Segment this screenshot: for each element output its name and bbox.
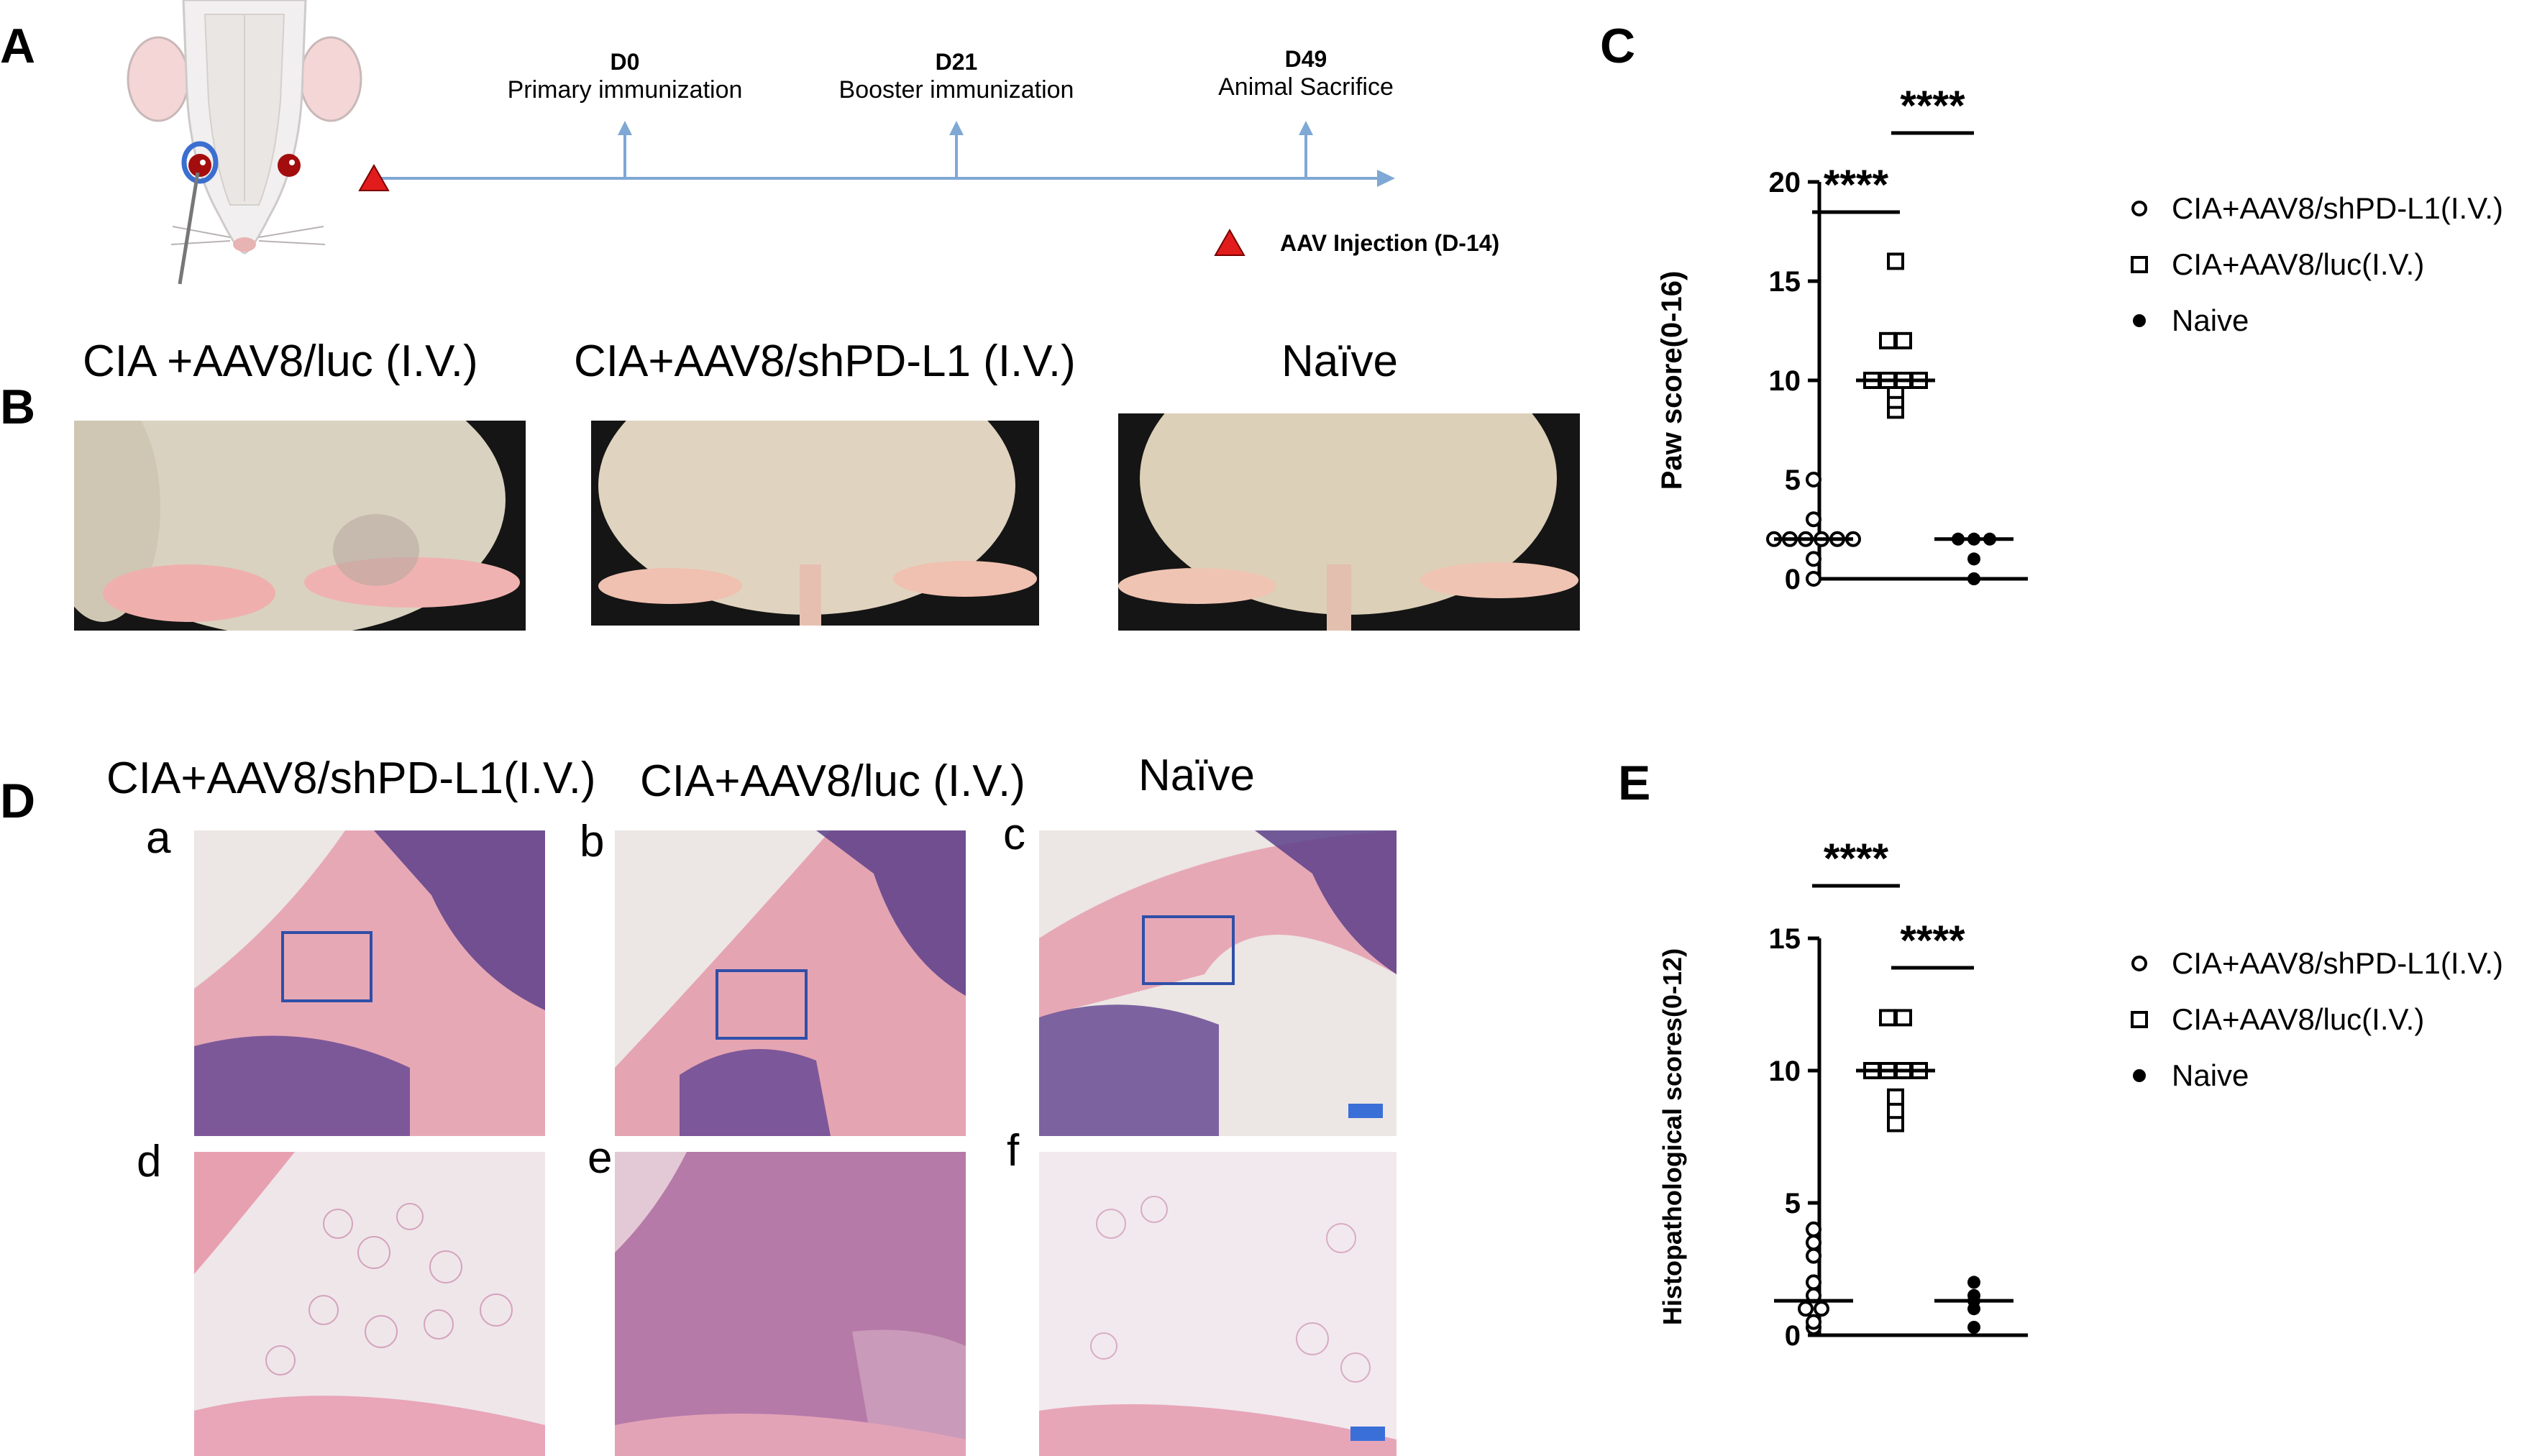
paw-photo-cia-luc (74, 421, 526, 631)
panel-label-a: A (0, 19, 36, 73)
aav-injection-legend-label: AAV Injection (D-14) (1280, 230, 1500, 256)
histology-title-1: CIA+AAV8/shPD-L1(I.V.) (106, 754, 596, 803)
paw-photo-naive (1118, 413, 1580, 631)
paw-photo-title-2: CIA+AAV8/shPD-L1 (I.V.) (574, 336, 1076, 386)
histology-sublabel-a: a (146, 813, 171, 863)
timeline (345, 29, 1568, 273)
data-point (1806, 1247, 1821, 1264)
legend-label: CIA+AAV8/shPD-L1(I.V.) (2172, 946, 2503, 980)
event-label-d0: Primary immunization (507, 76, 743, 104)
data-point (1895, 1009, 1912, 1027)
legend-label: CIA+AAV8/luc(I.V.) (2172, 247, 2424, 281)
paw-photo-title-3: Naïve (1281, 336, 1398, 386)
histology-sublabel-d: d (137, 1137, 162, 1186)
data-point (1806, 1221, 1821, 1237)
histology-image-f (1039, 1152, 1397, 1456)
data-point (1806, 571, 1821, 587)
aav-injection-marker (358, 163, 390, 191)
paw-photo-title-1: CIA +AAV8/luc (I.V.) (83, 336, 478, 386)
panel-label-c: C (1600, 19, 1636, 73)
data-point (1806, 1274, 1821, 1291)
data-point (1806, 472, 1821, 487)
paw-photo-cia-shpdl1 (591, 421, 1039, 626)
data-point (1967, 552, 1980, 566)
data-point (1814, 1301, 1829, 1317)
y-axis-label: Histopathological scores(0-12) (1658, 948, 1687, 1325)
histology-title-3: Naïve (1138, 751, 1255, 800)
scale-bar (1348, 1104, 1383, 1118)
histology-image-d (194, 1152, 545, 1456)
histology-image-c (1039, 830, 1397, 1136)
scale-bar (1350, 1427, 1385, 1441)
y-tick-label: 5 (1785, 1188, 1801, 1219)
event-day-d0: D0 (610, 49, 640, 75)
event-arrow-d21 (949, 121, 964, 178)
data-point (1967, 1320, 1980, 1334)
y-tick-label: 0 (1785, 564, 1801, 595)
histology-image-e (615, 1152, 966, 1456)
histology-image-b (615, 830, 966, 1136)
data-point (1887, 1088, 1904, 1106)
event-arrow-d49 (1299, 121, 1313, 178)
legend-label: CIA+AAV8/luc(I.V.) (2172, 1002, 2424, 1036)
significance-label: **** (1900, 917, 1965, 964)
region-box-b (716, 969, 808, 1040)
panel-label-e: E (1618, 756, 1651, 810)
histology-sublabel-e: e (588, 1133, 613, 1183)
legend-label: Naive (2172, 303, 2249, 337)
data-point (1806, 511, 1821, 528)
significance-label: **** (1900, 83, 1965, 129)
data-point (1806, 551, 1821, 567)
legend-marker (2133, 314, 2146, 327)
significance-label: **** (1824, 162, 1889, 209)
legend-marker (2133, 1069, 2146, 1082)
histology-title-2: CIA+AAV8/luc (I.V.) (640, 756, 1025, 806)
legend-marker-icon (1214, 228, 1245, 256)
panel-label-d: D (0, 774, 36, 828)
data-point (1895, 331, 1912, 349)
significance-label: **** (1824, 835, 1889, 882)
histology-sublabel-f: f (1007, 1126, 1020, 1176)
data-point (1806, 1235, 1821, 1251)
rat-head-illustration (115, 0, 374, 288)
event-day-d21: D21 (935, 49, 978, 75)
y-tick-label: 10 (1769, 1056, 1801, 1087)
y-tick-label: 5 (1785, 464, 1801, 496)
y-tick-label: 10 (1769, 365, 1801, 397)
y-axis-label: Paw score(0-16) (1656, 271, 1688, 490)
legend-marker (2131, 201, 2147, 216)
legend-marker (2131, 956, 2147, 971)
data-point (1879, 331, 1896, 349)
data-point (1806, 1314, 1821, 1330)
y-tick-label: 15 (1769, 266, 1801, 298)
legend-marker (2131, 256, 2148, 273)
paw-score-chart: 0 5 10 15 20 Paw score(0-16) ******** CIA+AAV8/… (1656, 83, 2503, 595)
legend-marker (2131, 1011, 2148, 1028)
event-day-d49: D49 (1284, 46, 1327, 72)
legend-label: CIA+AAV8/shPD-L1(I.V.) (2172, 191, 2503, 225)
histology-image-a (194, 830, 545, 1136)
data-point (1879, 1009, 1896, 1027)
y-tick-label: 0 (1785, 1320, 1801, 1352)
event-label-d49: Animal Sacrifice (1218, 73, 1394, 101)
data-point (1967, 572, 1980, 585)
data-point (1798, 1301, 1814, 1317)
legend-label: Naive (2172, 1058, 2249, 1092)
event-arrow-d0 (618, 121, 632, 178)
histopathology-score-chart: 0 5 10 15 Histopathological scores(0-12) ****… (1658, 835, 2503, 1352)
panel-label-b: B (0, 380, 36, 434)
data-point (1967, 1276, 1980, 1289)
y-tick-label: 20 (1769, 167, 1801, 198)
region-box-a (281, 931, 372, 1002)
region-box-c (1142, 915, 1235, 985)
histology-sublabel-b: b (580, 817, 605, 866)
data-point (1967, 1288, 1980, 1302)
event-label-d21: Booster immunization (838, 76, 1074, 104)
histology-sublabel-c: c (1003, 810, 1025, 859)
y-tick-label: 15 (1769, 923, 1801, 955)
data-point (1887, 252, 1904, 270)
